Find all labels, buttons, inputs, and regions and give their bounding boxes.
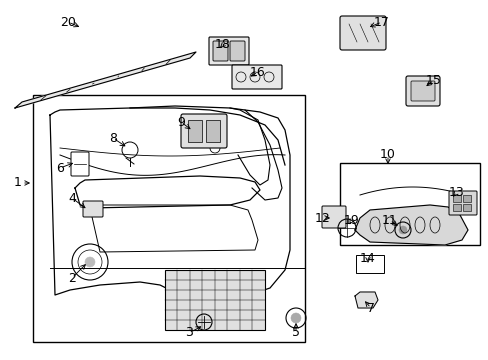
Text: 20: 20: [60, 15, 76, 28]
FancyBboxPatch shape: [321, 206, 346, 228]
Text: 4: 4: [68, 192, 76, 204]
Text: 6: 6: [56, 162, 64, 175]
Polygon shape: [354, 205, 467, 245]
FancyBboxPatch shape: [83, 201, 103, 217]
FancyBboxPatch shape: [339, 16, 385, 50]
Text: 14: 14: [359, 252, 375, 265]
Text: 19: 19: [344, 213, 359, 226]
FancyBboxPatch shape: [231, 65, 282, 89]
Bar: [452, 195, 460, 202]
Text: 18: 18: [215, 39, 230, 51]
Text: 16: 16: [250, 66, 265, 78]
FancyBboxPatch shape: [208, 37, 248, 65]
Circle shape: [398, 226, 406, 234]
Text: 8: 8: [109, 131, 117, 144]
Bar: [452, 204, 460, 211]
FancyBboxPatch shape: [405, 76, 439, 106]
Bar: [33, 95, 305, 342]
Bar: [355, 255, 383, 273]
Text: 9: 9: [177, 116, 184, 129]
Text: 13: 13: [448, 185, 464, 198]
Bar: [339, 163, 479, 245]
Text: 15: 15: [425, 73, 441, 86]
Text: 7: 7: [366, 302, 374, 315]
Text: 2: 2: [68, 271, 76, 284]
Circle shape: [290, 313, 301, 323]
FancyBboxPatch shape: [213, 41, 227, 61]
FancyBboxPatch shape: [410, 81, 434, 101]
Text: 11: 11: [381, 213, 397, 226]
Text: 3: 3: [184, 327, 193, 339]
Bar: [187, 120, 202, 142]
FancyBboxPatch shape: [229, 41, 244, 61]
FancyBboxPatch shape: [71, 152, 89, 176]
Text: 12: 12: [314, 211, 330, 225]
Circle shape: [85, 257, 95, 267]
Polygon shape: [15, 52, 196, 108]
Text: 5: 5: [291, 327, 299, 339]
Text: 1: 1: [14, 176, 22, 189]
Polygon shape: [354, 292, 377, 308]
Text: 10: 10: [379, 148, 395, 162]
Bar: [462, 204, 470, 211]
FancyBboxPatch shape: [448, 191, 476, 215]
Bar: [462, 195, 470, 202]
Text: 17: 17: [373, 15, 389, 28]
Bar: [164, 270, 264, 330]
Bar: [205, 120, 220, 142]
FancyBboxPatch shape: [181, 114, 226, 148]
